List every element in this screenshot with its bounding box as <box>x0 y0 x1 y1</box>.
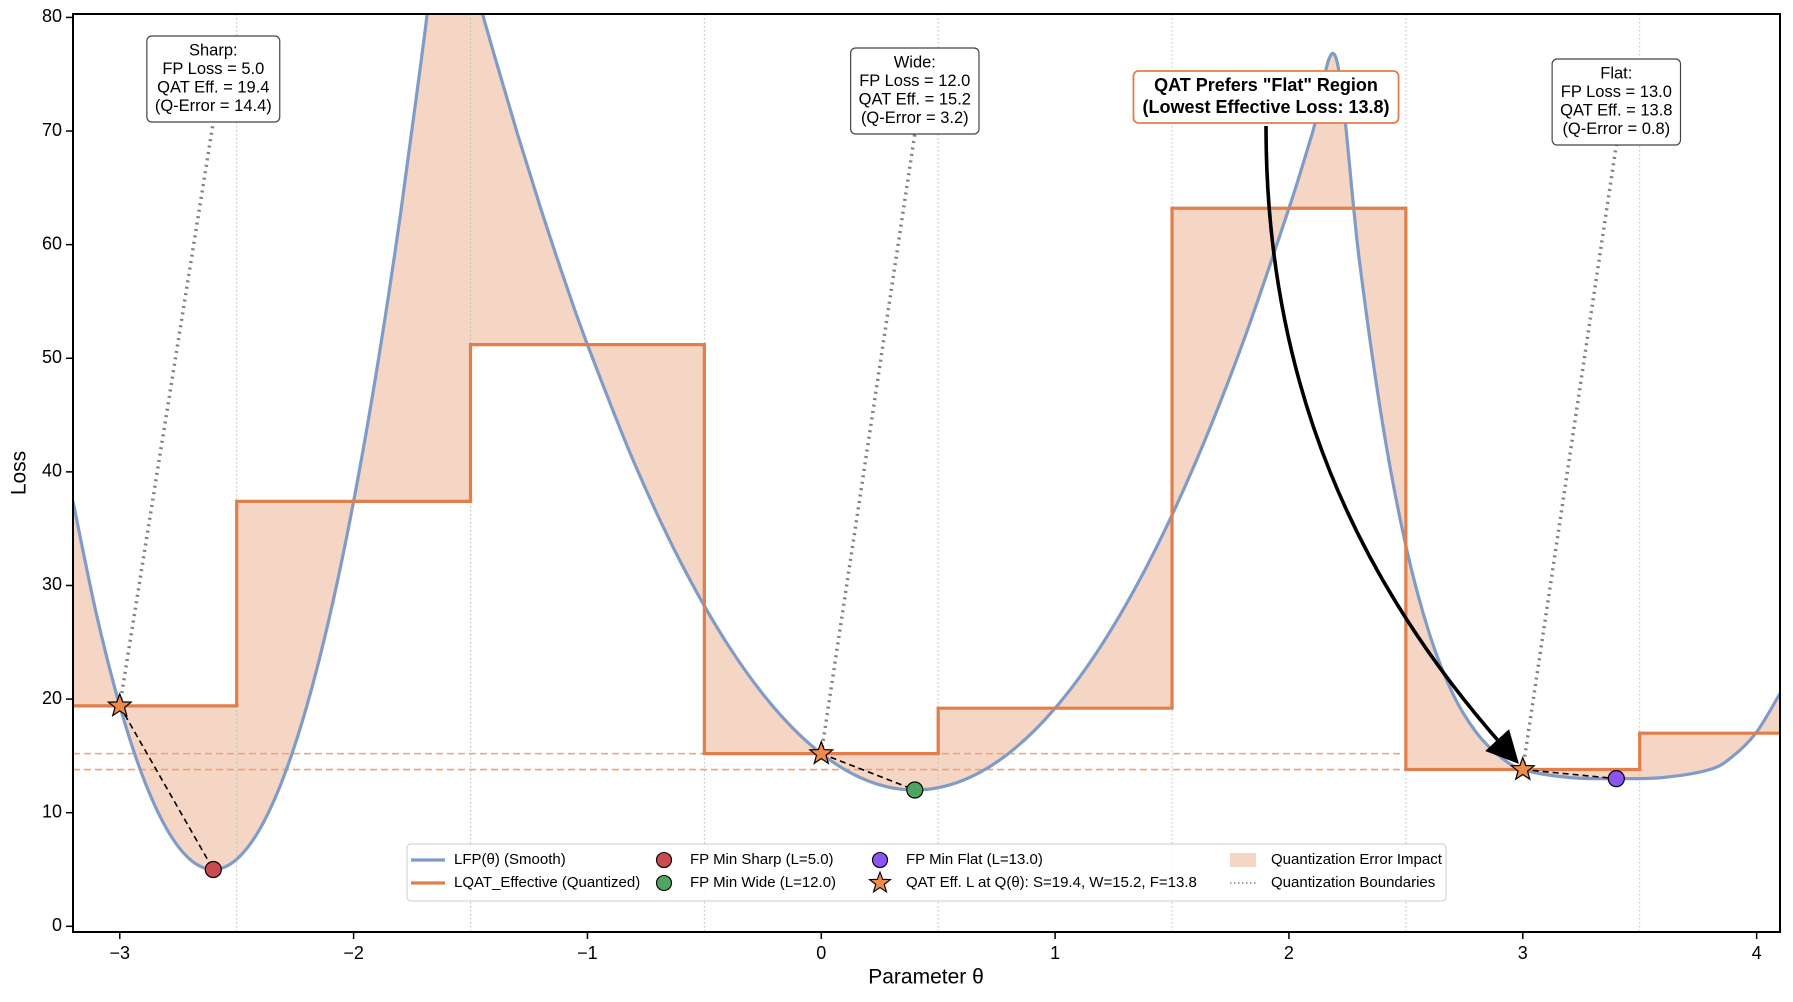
q-error-connector <box>1522 768 1617 780</box>
legend-swatch <box>1230 853 1256 867</box>
annotation-text: QAT Eff. = 15.2 <box>859 91 971 109</box>
legend-swatch <box>871 851 889 869</box>
legend-swatch <box>655 851 673 869</box>
x-axis-label: Parameter θ <box>868 966 984 989</box>
legend-label: QAT Eff. L at Q(θ): S=19.4, W=15.2, F=13… <box>906 874 1197 891</box>
highlight-text: (Lowest Effective Loss: 13.8) <box>1142 97 1389 117</box>
highlight-box <box>1132 70 1400 124</box>
legend-label: FP Min Wide (L=12.0) <box>690 874 836 891</box>
fp-minimum <box>906 781 924 799</box>
annotation-text: Flat: <box>1600 65 1632 83</box>
qat-point <box>106 692 133 718</box>
x-tick-label: 0 <box>816 943 826 963</box>
legend-label: Quantization Boundaries <box>1271 874 1435 891</box>
x-tick-label: 2 <box>1284 943 1294 963</box>
annotation-pointer <box>118 121 216 707</box>
legend-swatch <box>655 874 673 892</box>
annotation-text: QAT Eff. = 19.4 <box>157 79 269 97</box>
annotation-pointer <box>819 133 917 754</box>
annotation-text: QAT Eff. = 13.8 <box>1560 102 1672 120</box>
y-tick-label: 80 <box>42 6 62 26</box>
annotation-text: (Q-Error = 14.4) <box>155 97 272 115</box>
x-tick-label: −1 <box>577 943 598 963</box>
y-tick-label: 30 <box>42 574 62 594</box>
annotation-pointer <box>1521 144 1619 770</box>
fp-minimum <box>1607 770 1625 788</box>
qat-point <box>1509 755 1536 781</box>
fp-loss-curve <box>73 14 1780 872</box>
legend-label: LQAT_Effective (Quantized) <box>454 874 640 891</box>
y-tick-label: 20 <box>42 688 62 708</box>
fp-minimum <box>204 860 222 879</box>
qat-point <box>808 739 835 765</box>
annotation-text: Sharp: <box>189 42 238 60</box>
plot-frame <box>72 13 1781 933</box>
error-fill <box>73 14 1780 870</box>
y-axis-label: Loss <box>8 451 31 495</box>
annotation-box <box>850 47 980 135</box>
legend-swatch <box>867 870 893 894</box>
legend-label: FP Min Flat (L=13.0) <box>906 851 1043 868</box>
q-error-connector <box>820 752 916 791</box>
x-tick-label: 1 <box>1050 943 1060 963</box>
annotation-text: FP Loss = 13.0 <box>1561 83 1672 101</box>
highlight-text: QAT Prefers "Flat" Region <box>1154 75 1378 95</box>
x-tick-label: 4 <box>1752 943 1762 963</box>
x-tick-label: 3 <box>1518 943 1528 963</box>
legend-label: LFP(θ) (Smooth) <box>454 851 566 868</box>
x-tick-label: −3 <box>110 943 131 963</box>
q-error-connector <box>119 705 214 870</box>
annotation-text: Wide: <box>894 54 936 72</box>
annotation-box <box>146 35 281 123</box>
legend-label: Quantization Error Impact <box>1271 851 1443 868</box>
y-tick-label: 50 <box>42 347 62 367</box>
annotation-text: FP Loss = 12.0 <box>859 72 970 90</box>
annotation-text: (Q-Error = 3.2) <box>861 109 969 127</box>
annotation-text: FP Loss = 5.0 <box>162 60 264 78</box>
y-tick-label: 0 <box>52 915 62 935</box>
annotation-box <box>1551 58 1682 146</box>
y-tick-label: 40 <box>42 461 62 481</box>
y-tick-label: 10 <box>42 801 62 821</box>
annotation-text: (Q-Error = 0.8) <box>1562 120 1670 138</box>
y-tick-label: 60 <box>42 233 62 253</box>
x-tick-label: −2 <box>343 943 364 963</box>
legend-label: FP Min Sharp (L=5.0) <box>690 851 834 868</box>
highlight-arrow <box>1264 125 1519 764</box>
y-tick-label: 70 <box>42 120 62 140</box>
